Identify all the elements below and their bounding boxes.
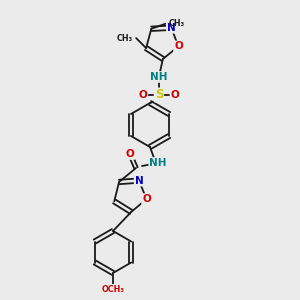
Text: CH₃: CH₃ [168, 19, 184, 28]
Text: S: S [154, 88, 163, 101]
Text: N: N [167, 23, 176, 33]
Text: O: O [170, 90, 179, 100]
Text: NH: NH [149, 158, 167, 168]
Text: O: O [126, 149, 134, 159]
Text: NH: NH [150, 72, 168, 82]
Text: N: N [135, 176, 143, 186]
Text: O: O [142, 194, 151, 204]
Text: CH₃: CH₃ [117, 34, 133, 43]
Text: O: O [139, 90, 147, 100]
Text: OCH₃: OCH₃ [102, 284, 124, 293]
Text: O: O [174, 41, 183, 51]
